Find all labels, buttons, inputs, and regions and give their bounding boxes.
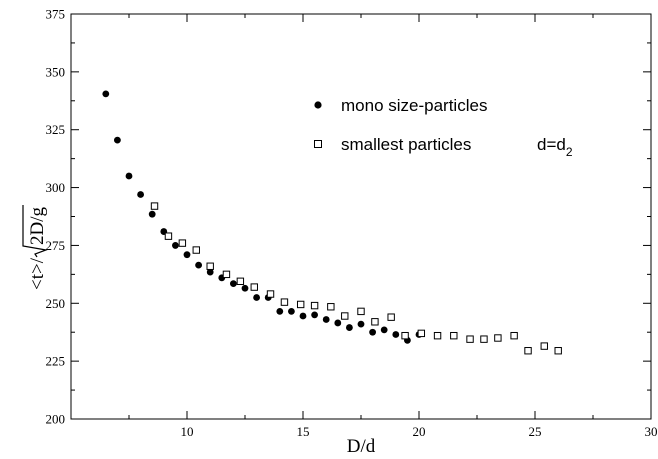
data-point-mono — [137, 191, 145, 198]
data-point-smallest — [222, 270, 231, 279]
data-point-mono — [195, 261, 203, 269]
data-point-mono — [288, 307, 295, 315]
y-tick-label: 275 — [46, 238, 66, 253]
data-point-mono — [125, 172, 133, 180]
legend-label-smallest: smallest particles — [341, 135, 471, 154]
data-point-mono — [253, 294, 260, 301]
y-tick-label: 325 — [46, 122, 66, 137]
data-point-smallest — [296, 300, 305, 309]
y-axis-title-prefix: <t>/ — [27, 257, 48, 290]
data-point-smallest — [266, 290, 275, 298]
data-point-mono — [230, 280, 237, 288]
data-point-smallest — [401, 331, 409, 340]
data-point-smallest — [466, 335, 474, 343]
data-point-smallest — [433, 331, 442, 340]
data-point-smallest — [540, 342, 548, 350]
y-tick-label: 250 — [46, 296, 66, 311]
data-point-mono — [357, 320, 365, 328]
y-tick-label: 350 — [46, 64, 66, 79]
data-point-mono — [322, 316, 330, 323]
x-tick-label: 25 — [529, 424, 542, 439]
data-point-smallest — [387, 313, 395, 321]
data-point-smallest — [236, 277, 245, 286]
data-point-mono — [299, 312, 307, 320]
data-point-mono — [276, 307, 284, 315]
y-axis-title: <t>/ 2D/g — [22, 205, 49, 290]
y-tick-label: 375 — [46, 7, 66, 22]
data-point-smallest — [280, 298, 289, 306]
legend-annotation-base: d=d — [537, 135, 566, 154]
data-point-mono — [346, 324, 353, 331]
y-tick-label: 225 — [46, 354, 66, 369]
legend: mono size-particles smallest particles d… — [314, 96, 573, 159]
y-tick-label: 300 — [46, 180, 66, 195]
plot-frame-group — [70, 13, 652, 420]
data-point-smallest — [417, 329, 426, 338]
data-point-smallest — [524, 347, 532, 355]
data-point-smallest — [510, 331, 518, 340]
data-point-smallest — [371, 318, 379, 326]
data-point-mono — [183, 251, 191, 259]
legend-marker-smallest — [314, 140, 322, 148]
data-point-smallest — [357, 307, 365, 316]
data-point-mono — [114, 136, 121, 144]
y-axis-title-sqrt-sign — [22, 205, 49, 258]
data-point-mono — [334, 319, 342, 327]
legend-label-mono: mono size-particles — [341, 96, 487, 115]
y-axis-title-radicand: 2D/g — [27, 207, 48, 246]
data-point-smallest — [341, 312, 349, 320]
legend-annotation-subscript: 2 — [566, 145, 573, 159]
data-point-mono — [172, 242, 179, 249]
data-point-smallest — [554, 347, 562, 355]
data-point-smallest — [164, 232, 173, 240]
data-point-smallest — [192, 246, 200, 254]
x-tick-label: 10 — [181, 424, 194, 439]
data-point-smallest — [250, 283, 258, 291]
data-point-smallest — [178, 239, 187, 247]
legend-annotation: d=d2 — [537, 135, 573, 159]
data-point-smallest — [327, 303, 335, 311]
axis-ticks: 10 15 20 25 30 200 225 250 275 300 325 350 375 — [46, 7, 658, 440]
data-point-smallest — [206, 262, 214, 270]
legend-marker-mono — [314, 101, 322, 109]
x-tick-label: 30 — [645, 424, 658, 439]
data-point-smallest — [310, 301, 319, 310]
data-point-mono — [311, 311, 318, 319]
y-tick-label: 200 — [46, 412, 66, 427]
data-point-mono — [380, 326, 388, 334]
data-point-mono — [369, 328, 376, 336]
data-point-smallest — [494, 334, 502, 342]
data-point-mono — [241, 284, 249, 292]
data-point-mono — [148, 210, 156, 218]
data-point-smallest — [450, 331, 458, 340]
x-tick-label: 20 — [413, 424, 426, 439]
data-point-mono — [206, 268, 214, 276]
x-tick-label: 15 — [297, 424, 310, 439]
data-point-mono — [102, 90, 110, 98]
plot-frame — [70, 13, 652, 420]
x-axis-title: D/d — [347, 436, 376, 457]
data-marks — [102, 90, 562, 355]
data-point-mono — [392, 331, 400, 338]
data-point-smallest — [480, 335, 488, 343]
data-point-smallest — [150, 202, 159, 210]
